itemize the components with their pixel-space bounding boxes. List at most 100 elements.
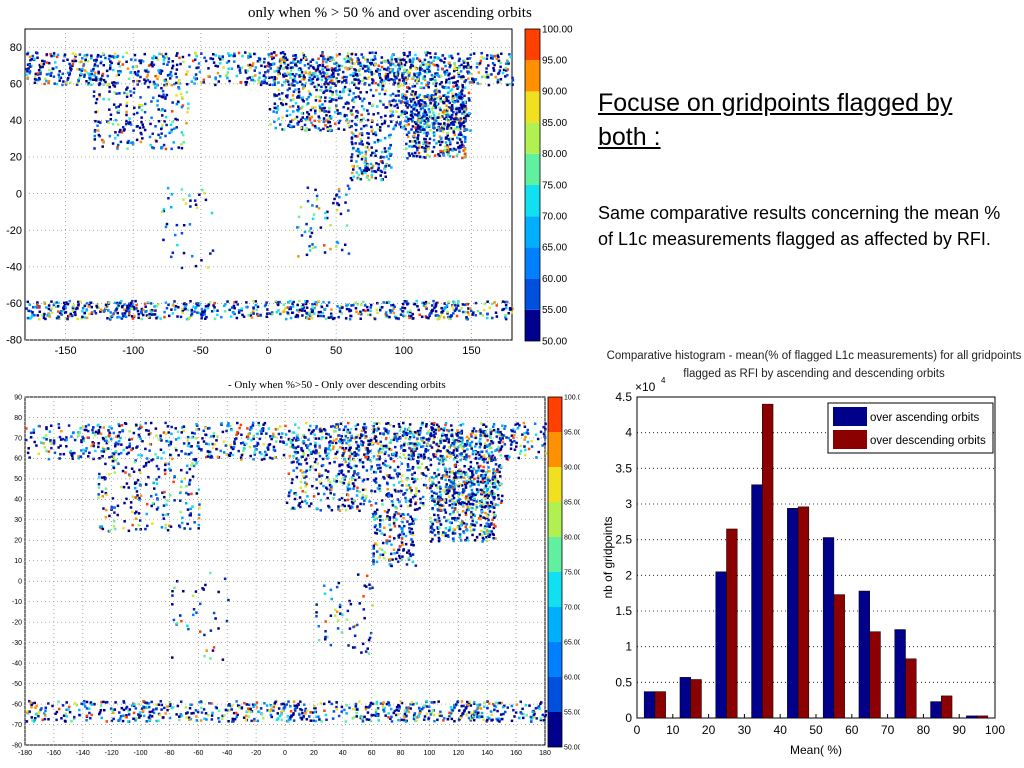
- data-point: [400, 718, 403, 722]
- data-point: [364, 58, 367, 61]
- data-point: [329, 312, 333, 316]
- data-point: [328, 444, 331, 447]
- data-point: [49, 439, 52, 442]
- data-point: [419, 128, 423, 132]
- data-point: [442, 61, 446, 64]
- data-point: [130, 448, 133, 452]
- data-point: [379, 76, 382, 80]
- data-point: [197, 427, 201, 431]
- data-point: [236, 430, 239, 434]
- data-point: [444, 137, 448, 140]
- data-point: [419, 426, 423, 430]
- data-point: [172, 141, 175, 144]
- data-point: [107, 98, 111, 101]
- data-point: [286, 311, 290, 315]
- data-point: [95, 79, 98, 82]
- data-point: [416, 146, 419, 150]
- data-point: [202, 311, 206, 315]
- data-point: [530, 445, 534, 448]
- data-point: [337, 96, 341, 100]
- data-point: [332, 201, 335, 205]
- data-point: [154, 427, 158, 430]
- data-point: [168, 716, 172, 720]
- data-point: [402, 79, 405, 83]
- data-point: [104, 448, 108, 452]
- data-point: [469, 129, 472, 132]
- data-point: [26, 300, 30, 304]
- data-point: [464, 135, 467, 139]
- data-point: [458, 309, 461, 312]
- data-point: [533, 712, 536, 716]
- data-point: [139, 140, 143, 144]
- data-point: [171, 120, 174, 124]
- data-point: [152, 54, 156, 58]
- data-point: [472, 52, 476, 55]
- data-point: [451, 106, 454, 109]
- data-point: [217, 80, 221, 83]
- data-point: [527, 447, 531, 451]
- data-point: [389, 68, 393, 72]
- data-point: [476, 713, 479, 716]
- data-point: [451, 92, 454, 96]
- data-point: [122, 448, 126, 452]
- data-point: [181, 104, 185, 107]
- data-point: [406, 106, 409, 109]
- data-point: [390, 78, 393, 81]
- data-point: [137, 316, 140, 320]
- data-point: [228, 708, 231, 712]
- data-point: [423, 95, 427, 98]
- data-point: [346, 120, 349, 124]
- data-point: [301, 87, 305, 90]
- data-point: [395, 103, 399, 106]
- data-point: [409, 707, 412, 710]
- data-point: [237, 449, 240, 453]
- data-point: [307, 66, 311, 70]
- data-point: [476, 82, 480, 85]
- data-point: [198, 70, 202, 74]
- data-point: [357, 173, 360, 177]
- data-point: [390, 303, 393, 307]
- data-point: [147, 85, 150, 89]
- data-point: [289, 299, 292, 303]
- data-point: [45, 79, 48, 83]
- data-point: [499, 430, 502, 434]
- data-point: [112, 103, 116, 106]
- data-point: [453, 117, 456, 121]
- data-point: [290, 311, 294, 314]
- data-point: [139, 423, 142, 427]
- data-point: [364, 152, 368, 156]
- data-point: [405, 96, 408, 99]
- data-point: [409, 117, 413, 121]
- data-point: [29, 309, 33, 313]
- data-point: [233, 54, 236, 58]
- data-point: [65, 701, 68, 704]
- data-point: [70, 720, 73, 723]
- data-point: [309, 227, 313, 230]
- data-point: [279, 440, 282, 443]
- data-point: [443, 57, 447, 60]
- data-point: [155, 719, 158, 723]
- data-point: [457, 133, 461, 136]
- data-point: [455, 136, 459, 140]
- data-point: [428, 124, 431, 127]
- data-point: [361, 143, 364, 146]
- data-point: [355, 115, 359, 118]
- data-point: [419, 107, 423, 111]
- data-point: [340, 710, 343, 713]
- data-point: [241, 54, 244, 58]
- data-point: [337, 80, 340, 83]
- data-point: [62, 59, 65, 62]
- data-point: [182, 442, 186, 445]
- data-point: [420, 81, 423, 85]
- data-point: [90, 703, 94, 706]
- data-point: [298, 89, 301, 93]
- data-point: [198, 311, 201, 315]
- data-point: [385, 446, 388, 449]
- data-point: [479, 312, 482, 315]
- data-point: [182, 302, 186, 306]
- data-point: [243, 701, 246, 705]
- data-point: [97, 712, 101, 716]
- data-point: [38, 77, 41, 81]
- data-point: [90, 311, 94, 314]
- data-point: [109, 60, 112, 63]
